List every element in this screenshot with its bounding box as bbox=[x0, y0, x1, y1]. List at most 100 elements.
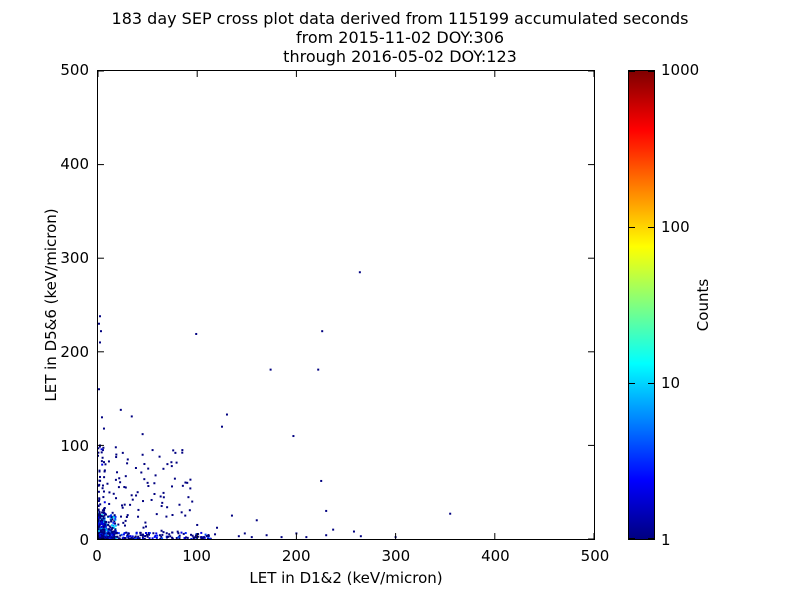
y-axis-label: LET in D5&6 (keV/micron) bbox=[42, 208, 60, 402]
data-point bbox=[216, 526, 219, 529]
data-point bbox=[201, 537, 204, 539]
data-point bbox=[139, 534, 142, 537]
data-point bbox=[320, 479, 323, 482]
data-point bbox=[112, 521, 115, 524]
data-point bbox=[122, 521, 125, 524]
data-point bbox=[145, 532, 148, 535]
data-point bbox=[112, 530, 115, 533]
data-point bbox=[112, 492, 115, 495]
data-point bbox=[120, 533, 123, 536]
data-point bbox=[114, 528, 117, 531]
data-point bbox=[156, 534, 159, 537]
data-point bbox=[106, 538, 109, 539]
data-point bbox=[104, 525, 107, 528]
data-point bbox=[114, 524, 117, 527]
data-point bbox=[113, 533, 116, 536]
data-point bbox=[138, 537, 141, 539]
data-point bbox=[119, 481, 122, 484]
data-point bbox=[103, 529, 106, 532]
data-point bbox=[280, 536, 283, 539]
data-point bbox=[142, 500, 145, 503]
data-point bbox=[102, 446, 105, 449]
data-point bbox=[194, 536, 197, 539]
data-point bbox=[147, 485, 150, 488]
data-point bbox=[107, 515, 110, 518]
data-point bbox=[98, 469, 101, 472]
data-point bbox=[146, 535, 149, 538]
data-point bbox=[121, 506, 124, 509]
data-point bbox=[103, 469, 106, 472]
data-point bbox=[111, 518, 114, 521]
data-point bbox=[98, 388, 100, 391]
data-point bbox=[141, 538, 144, 539]
data-point bbox=[114, 517, 117, 520]
data-point bbox=[332, 528, 335, 531]
data-point bbox=[100, 523, 103, 526]
data-point bbox=[114, 478, 117, 481]
data-point bbox=[100, 534, 103, 537]
data-point bbox=[100, 528, 103, 531]
data-point bbox=[171, 485, 173, 488]
data-point bbox=[126, 458, 129, 461]
data-point bbox=[113, 535, 116, 538]
data-point bbox=[116, 471, 119, 474]
data-point bbox=[170, 461, 173, 464]
data-point bbox=[206, 537, 209, 539]
data-point bbox=[177, 532, 180, 535]
scatter-svg bbox=[98, 71, 594, 539]
data-point bbox=[109, 537, 112, 539]
data-point bbox=[108, 502, 111, 505]
data-point bbox=[145, 525, 148, 528]
data-point bbox=[118, 537, 121, 539]
data-point bbox=[101, 484, 104, 487]
colorbar-tick-label: 1 bbox=[661, 531, 671, 549]
chart-title: 183 day SEP cross plot data derived from… bbox=[0, 9, 800, 66]
data-point bbox=[98, 525, 100, 528]
data-point bbox=[102, 531, 105, 534]
data-point bbox=[114, 522, 117, 525]
data-point bbox=[98, 534, 101, 537]
data-point bbox=[134, 535, 137, 538]
y-tick-label: 500 bbox=[60, 61, 89, 79]
data-point bbox=[151, 537, 154, 539]
colorbar-tick-label: 10 bbox=[661, 374, 681, 393]
data-point bbox=[182, 532, 185, 535]
data-point bbox=[197, 535, 200, 538]
data-point bbox=[102, 496, 105, 499]
data-point bbox=[100, 530, 103, 533]
data-point bbox=[136, 491, 139, 494]
data-point bbox=[102, 525, 105, 528]
data-point bbox=[102, 537, 105, 539]
data-point bbox=[102, 526, 105, 529]
y-tick-label: 400 bbox=[60, 155, 89, 173]
data-point bbox=[103, 476, 106, 479]
data-point bbox=[143, 463, 146, 466]
data-point bbox=[98, 497, 101, 500]
data-point bbox=[159, 495, 162, 498]
data-point bbox=[101, 456, 104, 459]
data-point bbox=[98, 521, 101, 524]
data-point bbox=[98, 454, 99, 457]
data-point bbox=[102, 427, 105, 430]
data-point bbox=[200, 536, 203, 539]
colorbar-tick-label: 1000 bbox=[661, 61, 700, 79]
data-point bbox=[111, 526, 114, 529]
data-point bbox=[205, 535, 208, 538]
data-point bbox=[204, 533, 207, 536]
data-point bbox=[100, 515, 103, 517]
data-point bbox=[175, 461, 178, 464]
data-point bbox=[101, 487, 104, 490]
data-point bbox=[143, 478, 146, 481]
data-point bbox=[98, 447, 100, 450]
data-point bbox=[190, 538, 193, 539]
data-point bbox=[107, 536, 110, 539]
data-point bbox=[112, 525, 115, 528]
colorbar-tick-mark bbox=[629, 383, 635, 385]
data-point bbox=[102, 511, 105, 514]
data-point bbox=[153, 482, 156, 485]
data-point bbox=[125, 515, 128, 518]
data-point bbox=[352, 530, 355, 533]
colorbar-tick-mark bbox=[629, 71, 635, 72]
data-point bbox=[98, 510, 101, 513]
colorbar-label: Counts bbox=[694, 278, 712, 332]
